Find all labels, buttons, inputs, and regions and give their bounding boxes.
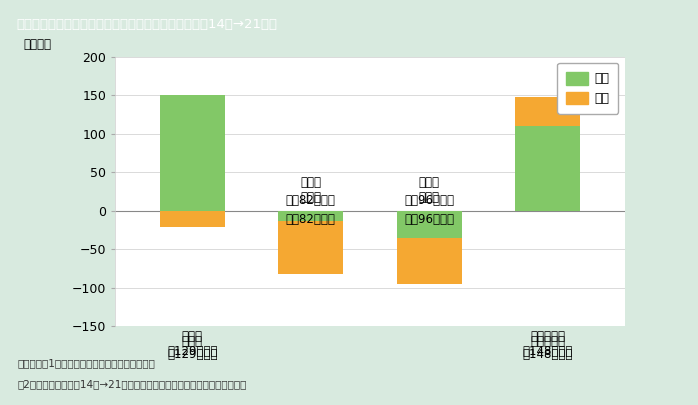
- Text: 第１－特－１図　男女別産業別雇用者数の増減（平成14年→21年）: 第１－特－１図 男女別産業別雇用者数の増減（平成14年→21年）: [17, 18, 278, 31]
- Bar: [396, 211, 462, 237]
- Bar: [515, 97, 580, 126]
- Text: 製造業: 製造業: [419, 192, 440, 205]
- Text: （備考）　1．総務省「労働力調査」より作成。: （備考） 1．総務省「労働力調査」より作成。: [17, 358, 156, 369]
- Text: （万人）: （万人）: [24, 38, 52, 51]
- Text: 全産業
（129万人）: 全産業 （129万人）: [167, 330, 218, 361]
- Bar: [160, 211, 225, 227]
- Text: 2．（　）内は平成14年→21年の当該産業の雇用者数の増減（男女計）。: 2．（ ）内は平成14年→21年の当該産業の雇用者数の増減（男女計）。: [17, 379, 247, 389]
- Text: 医療・福祉
（148万人）: 医療・福祉 （148万人）: [523, 330, 573, 361]
- Text: 全産業: 全産業: [181, 335, 202, 348]
- Text: （148万人）: （148万人）: [523, 345, 573, 358]
- Text: （－96万人）: （－96万人）: [404, 213, 454, 226]
- Legend: 女性, 男性: 女性, 男性: [557, 63, 618, 114]
- Text: 製造業
（－96万人）: 製造業 （－96万人）: [404, 176, 454, 207]
- Bar: [515, 126, 580, 211]
- Text: 建設業
（－82万人）: 建設業 （－82万人）: [285, 176, 336, 207]
- Bar: [278, 221, 343, 274]
- Bar: [160, 95, 225, 211]
- Text: 建設業: 建設業: [300, 192, 321, 205]
- Bar: [396, 237, 462, 284]
- Text: 医療・福祉: 医療・福祉: [530, 335, 565, 348]
- Bar: [278, 211, 343, 221]
- Text: （129万人）: （129万人）: [167, 345, 218, 358]
- Text: （－82万人）: （－82万人）: [285, 213, 336, 226]
